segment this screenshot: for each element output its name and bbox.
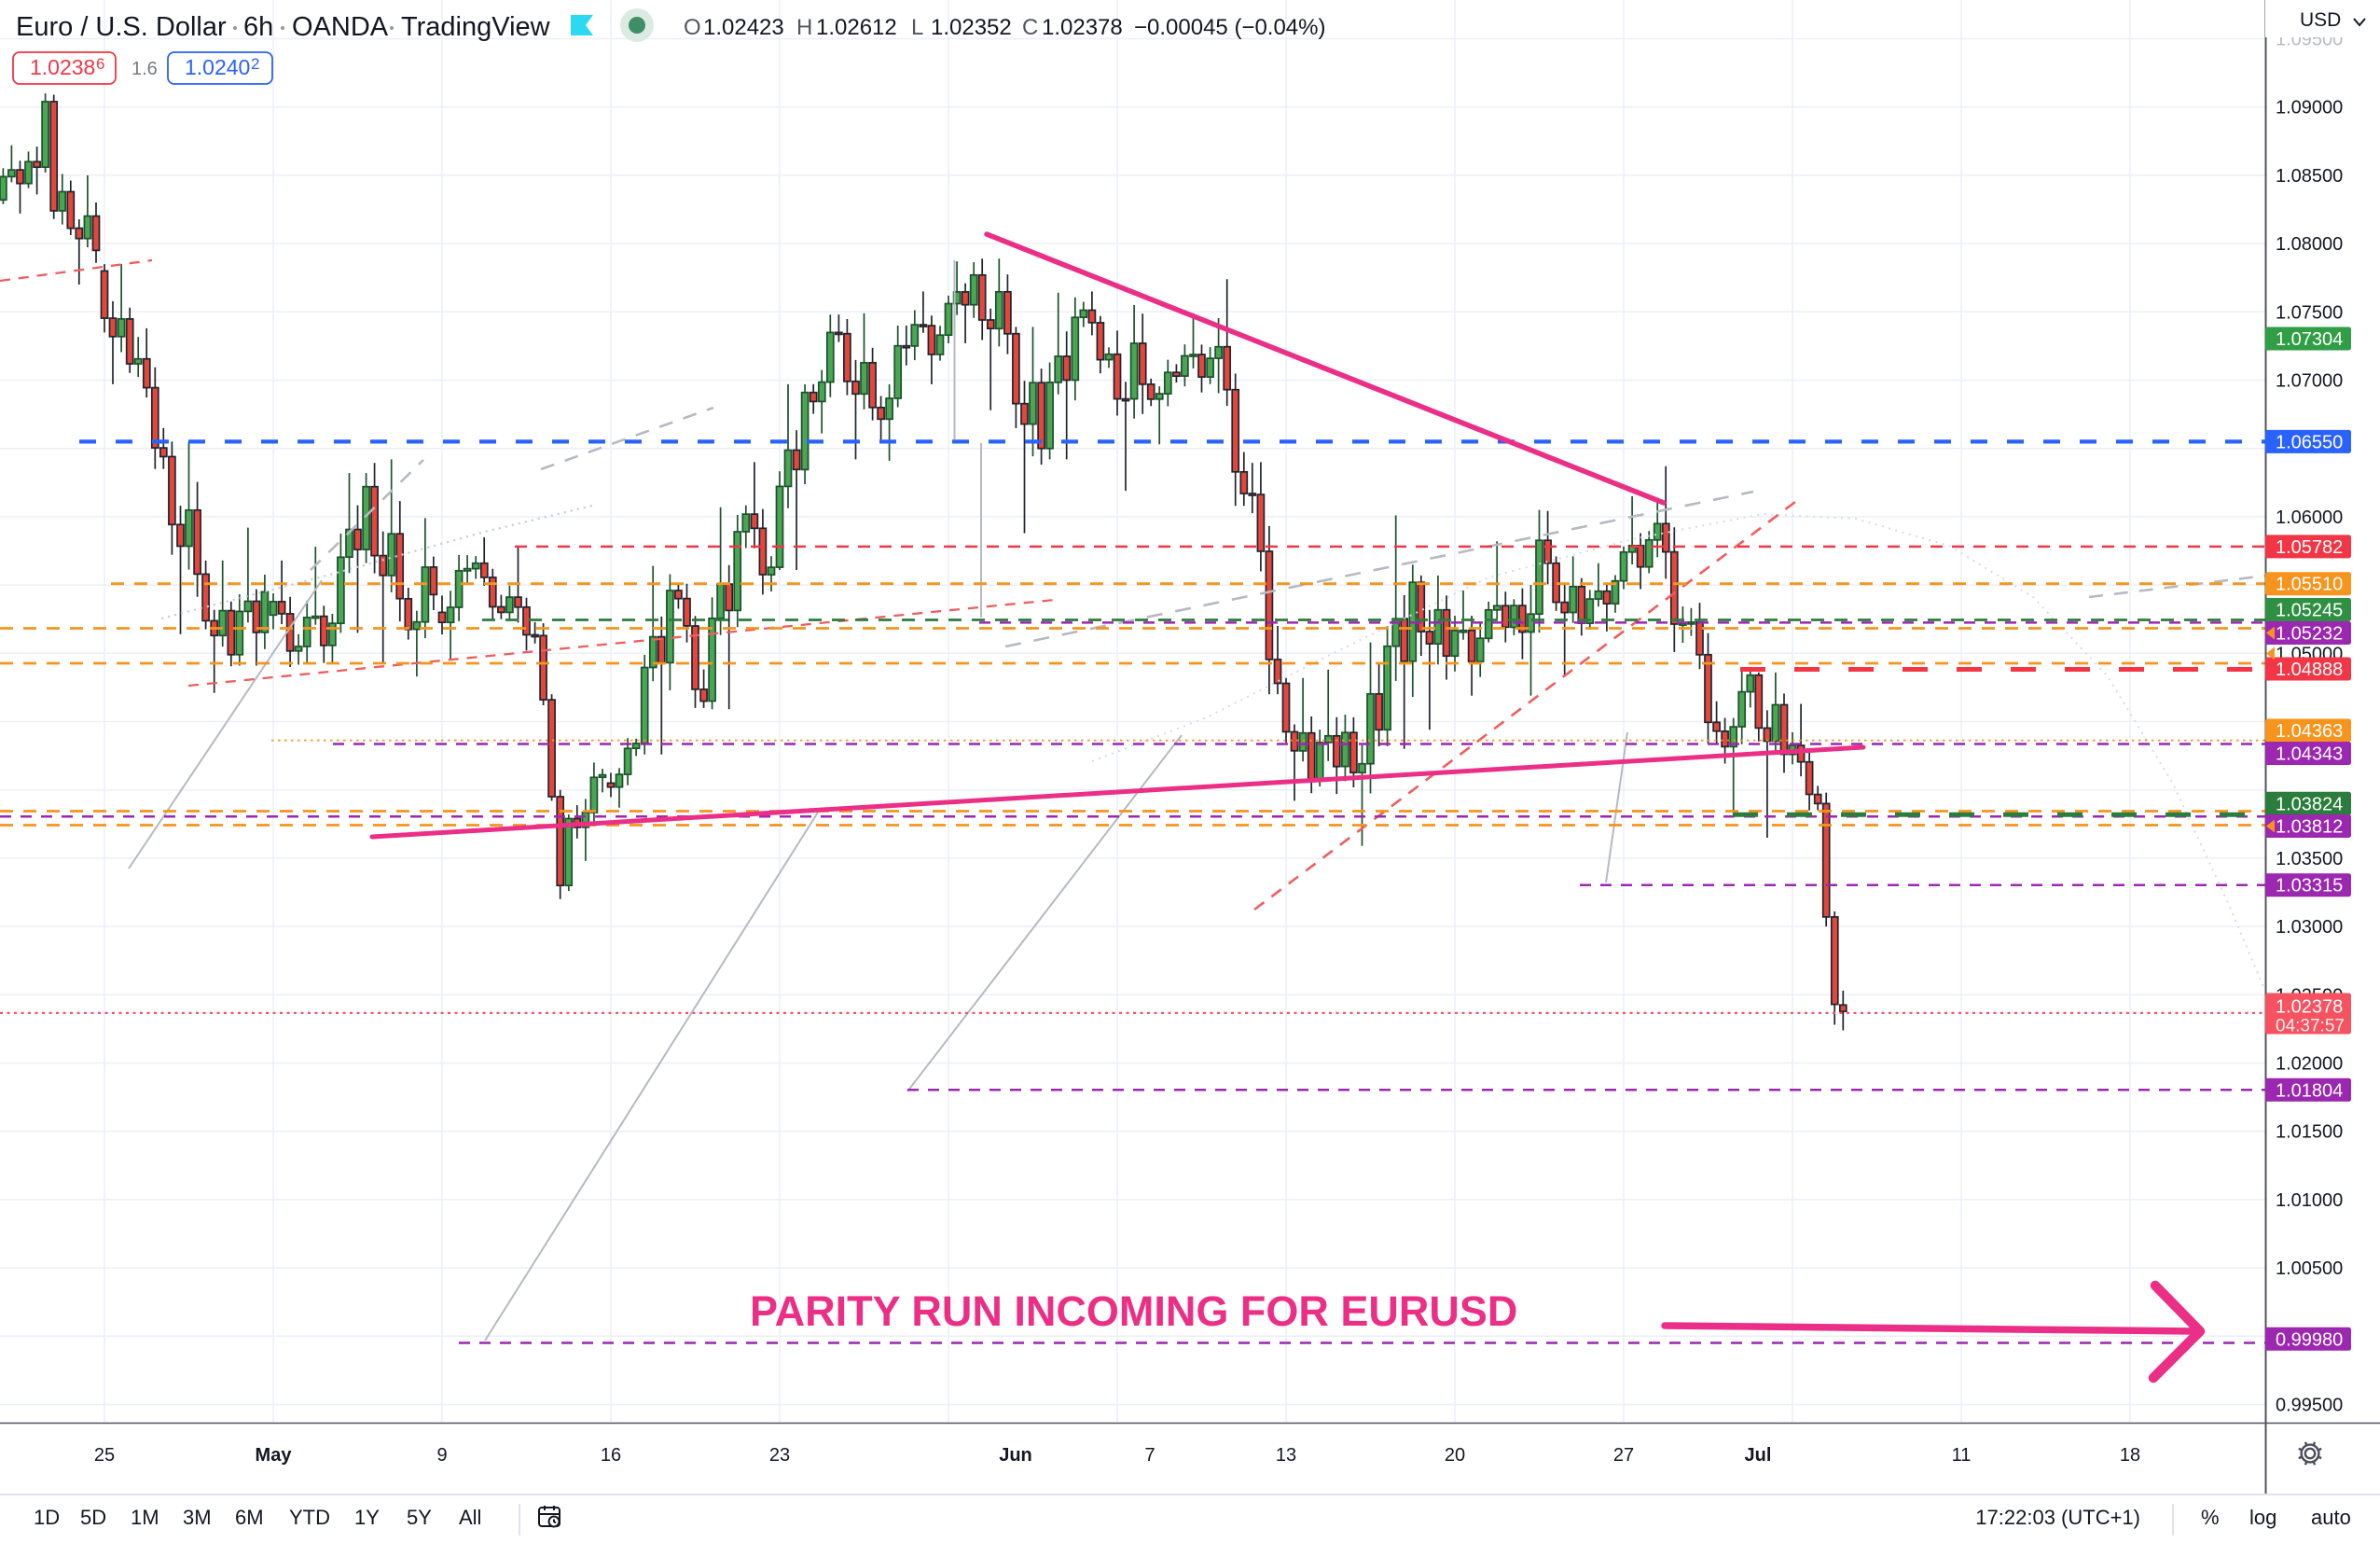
svg-text:1.03315: 1.03315 [2276,876,2343,897]
svg-text:1.03812: 1.03812 [2276,817,2343,838]
svg-text:All: All [459,1506,481,1529]
svg-text:1.04343: 1.04343 [2276,744,2343,765]
svg-text:1.01804: 1.01804 [2276,1080,2343,1101]
svg-text:1.08000: 1.08000 [2276,234,2343,255]
svg-text:Jun: Jun [999,1445,1032,1466]
svg-text:3M: 3M [183,1506,212,1529]
svg-text:1.07304: 1.07304 [2276,329,2343,350]
svg-text:1.02352: 1.02352 [931,15,1012,40]
svg-text:1.06000: 1.06000 [2276,507,2343,528]
svg-text:6h: 6h [243,12,273,42]
svg-text:H: H [796,15,812,40]
svg-text:17:22:03 (UTC+1): 17:22:03 (UTC+1) [1975,1506,2140,1529]
svg-text:1.05232: 1.05232 [2276,624,2343,645]
svg-text:27: 27 [1613,1445,1634,1466]
svg-text:2: 2 [251,55,259,73]
svg-text:6: 6 [96,55,104,73]
svg-text:OANDA: OANDA [292,12,389,42]
svg-text:1.6: 1.6 [131,59,158,79]
svg-text:C: C [1022,15,1038,40]
svg-text:0.99500: 0.99500 [2276,1396,2343,1416]
svg-text:log: log [2249,1506,2276,1529]
svg-text:1.02378: 1.02378 [1042,15,1123,40]
svg-text:1.03500: 1.03500 [2276,849,2343,869]
svg-text:1.09000: 1.09000 [2276,98,2343,118]
svg-text:1M: 1M [131,1506,159,1529]
svg-text:PARITY RUN INCOMING FOR EURUSD: PARITY RUN INCOMING FOR EURUSD [750,1287,1517,1335]
svg-text:5D: 5D [80,1506,106,1529]
svg-text:May: May [256,1445,293,1466]
svg-text:YTD: YTD [289,1506,330,1529]
svg-text:1.02378: 1.02378 [2276,997,2343,1018]
svg-text:5Y: 5Y [407,1506,432,1529]
svg-text:1.01000: 1.01000 [2276,1190,2343,1211]
svg-text:1.0240: 1.0240 [185,55,250,79]
svg-text:1.02612: 1.02612 [816,15,897,40]
svg-text:25: 25 [94,1445,115,1466]
svg-text:16: 16 [601,1445,621,1466]
svg-text:1.05245: 1.05245 [2276,601,2343,621]
svg-text:−0.00045 (−0.04%): −0.00045 (−0.04%) [1134,15,1326,40]
svg-text:1.02000: 1.02000 [2276,1054,2343,1075]
svg-text:11: 11 [1952,1445,1972,1466]
svg-text:1.04363: 1.04363 [2276,721,2343,742]
svg-text:1.03000: 1.03000 [2276,917,2343,938]
svg-text:L: L [911,15,923,40]
svg-text:1.06550: 1.06550 [2276,432,2343,452]
svg-text:1.02423: 1.02423 [703,15,784,40]
svg-text:1.03824: 1.03824 [2276,794,2343,814]
svg-text:23: 23 [769,1445,790,1466]
svg-text:7: 7 [1144,1445,1155,1466]
svg-text:1D: 1D [34,1506,60,1529]
svg-text:13: 13 [1276,1445,1296,1466]
svg-text:1.0238: 1.0238 [30,55,95,79]
svg-text:Jul: Jul [1745,1445,1772,1466]
svg-text:1.07500: 1.07500 [2276,302,2343,323]
svg-text:1.04888: 1.04888 [2276,660,2343,680]
svg-text:6M: 6M [235,1506,264,1529]
svg-text:9: 9 [436,1445,447,1466]
svg-text:1.01500: 1.01500 [2276,1122,2343,1143]
svg-text:1.05510: 1.05510 [2276,575,2343,595]
svg-text:1Y: 1Y [354,1506,380,1529]
svg-text:1.05782: 1.05782 [2276,537,2343,558]
svg-text:0.99980: 0.99980 [2276,1329,2343,1350]
svg-text:04:37:57: 04:37:57 [2276,1017,2345,1036]
svg-text:1.07000: 1.07000 [2276,371,2343,392]
svg-text:18: 18 [2120,1445,2140,1466]
svg-text:auto: auto [2311,1506,2351,1529]
svg-text:Euro / U.S. Dollar: Euro / U.S. Dollar [16,12,227,42]
svg-text:O: O [684,15,701,40]
svg-text:USD: USD [2300,9,2341,31]
svg-text:20: 20 [1445,1445,1465,1466]
svg-text:TradingView: TradingView [401,12,551,42]
svg-text:1.00500: 1.00500 [2276,1258,2343,1279]
svg-text:%: % [2201,1506,2220,1529]
svg-text:1.08500: 1.08500 [2276,166,2343,187]
